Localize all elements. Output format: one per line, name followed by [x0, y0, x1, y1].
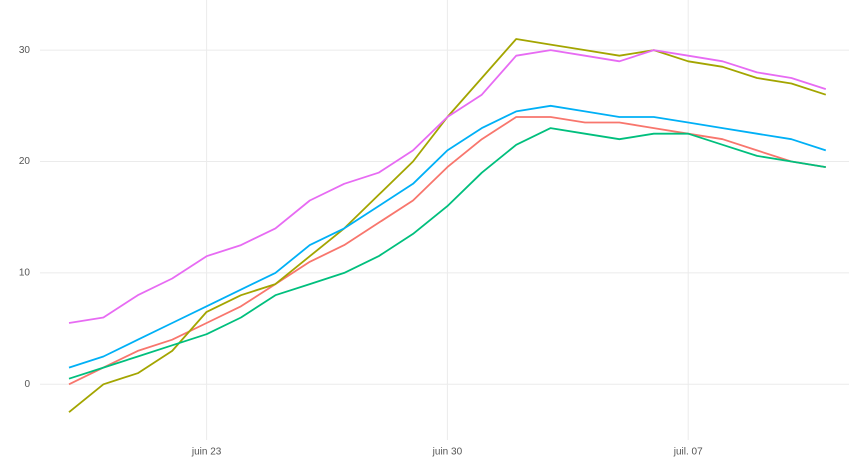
y-tick-label: 10 [19, 268, 31, 279]
y-tick-label: 30 [19, 45, 31, 56]
y-tick-label: 20 [19, 156, 31, 167]
x-tick-label: juin 23 [191, 447, 222, 457]
y-tick-label: 0 [24, 379, 30, 390]
x-tick-label: juin 30 [432, 447, 463, 457]
series-line [68, 49, 827, 324]
series-line [68, 104, 827, 369]
series-line [68, 127, 826, 380]
x-tick-label: juil. 07 [673, 447, 703, 457]
series-line [68, 116, 826, 386]
